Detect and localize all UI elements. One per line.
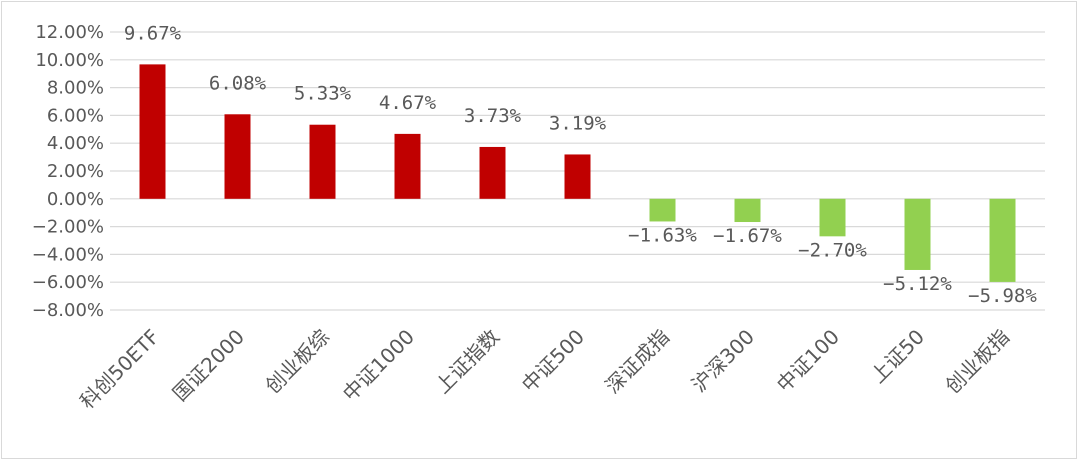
bar [734, 198, 761, 223]
category-label: 上证50 [866, 325, 929, 388]
bar [139, 64, 166, 199]
y-tick-label: 12.00% [35, 22, 104, 43]
bar [989, 198, 1016, 282]
y-tick-label: 2.00% [47, 161, 104, 182]
category-label: 上证指数 [430, 325, 504, 399]
data-label: 3.73% [464, 105, 522, 127]
y-tick-label: −8.00% [32, 300, 104, 321]
bar [479, 146, 506, 199]
bar [394, 133, 421, 199]
data-label: 9.67% [124, 22, 182, 44]
bar [224, 114, 251, 199]
data-label: −5.12% [883, 273, 952, 295]
bar [564, 154, 591, 199]
y-tick-label: 0.00% [47, 189, 104, 210]
y-tick-label: −6.00% [32, 272, 104, 293]
category-label: 科创50ETF [75, 325, 164, 414]
category-label: 沪深300 [687, 325, 759, 397]
category-label: 创业板指 [940, 325, 1014, 399]
data-label: 5.33% [294, 83, 352, 105]
y-tick-label: 4.00% [47, 133, 104, 154]
category-label: 中证1000 [338, 325, 419, 406]
bar [649, 198, 676, 222]
y-tick-label: −4.00% [32, 244, 104, 265]
data-label: −1.63% [628, 224, 697, 246]
bar [904, 198, 931, 270]
y-tick-label: −2.00% [32, 217, 104, 238]
y-tick-label: 8.00% [47, 78, 104, 99]
data-label: −5.98% [968, 285, 1037, 307]
category-label: 创业板综 [260, 325, 334, 399]
data-label: −2.70% [798, 239, 867, 261]
bar [819, 198, 846, 237]
category-label: 中证500 [517, 325, 589, 397]
category-label: 国证2000 [168, 325, 249, 406]
category-label: 深证成指 [600, 325, 674, 399]
bar [309, 124, 336, 199]
y-tick-label: 10.00% [35, 50, 104, 71]
category-label: 中证100 [772, 325, 844, 397]
data-label: −1.67% [713, 225, 782, 247]
data-label: 6.08% [209, 72, 267, 94]
data-label: 3.19% [549, 112, 607, 134]
y-tick-label: 6.00% [47, 105, 104, 126]
data-label: 4.67% [379, 92, 437, 114]
